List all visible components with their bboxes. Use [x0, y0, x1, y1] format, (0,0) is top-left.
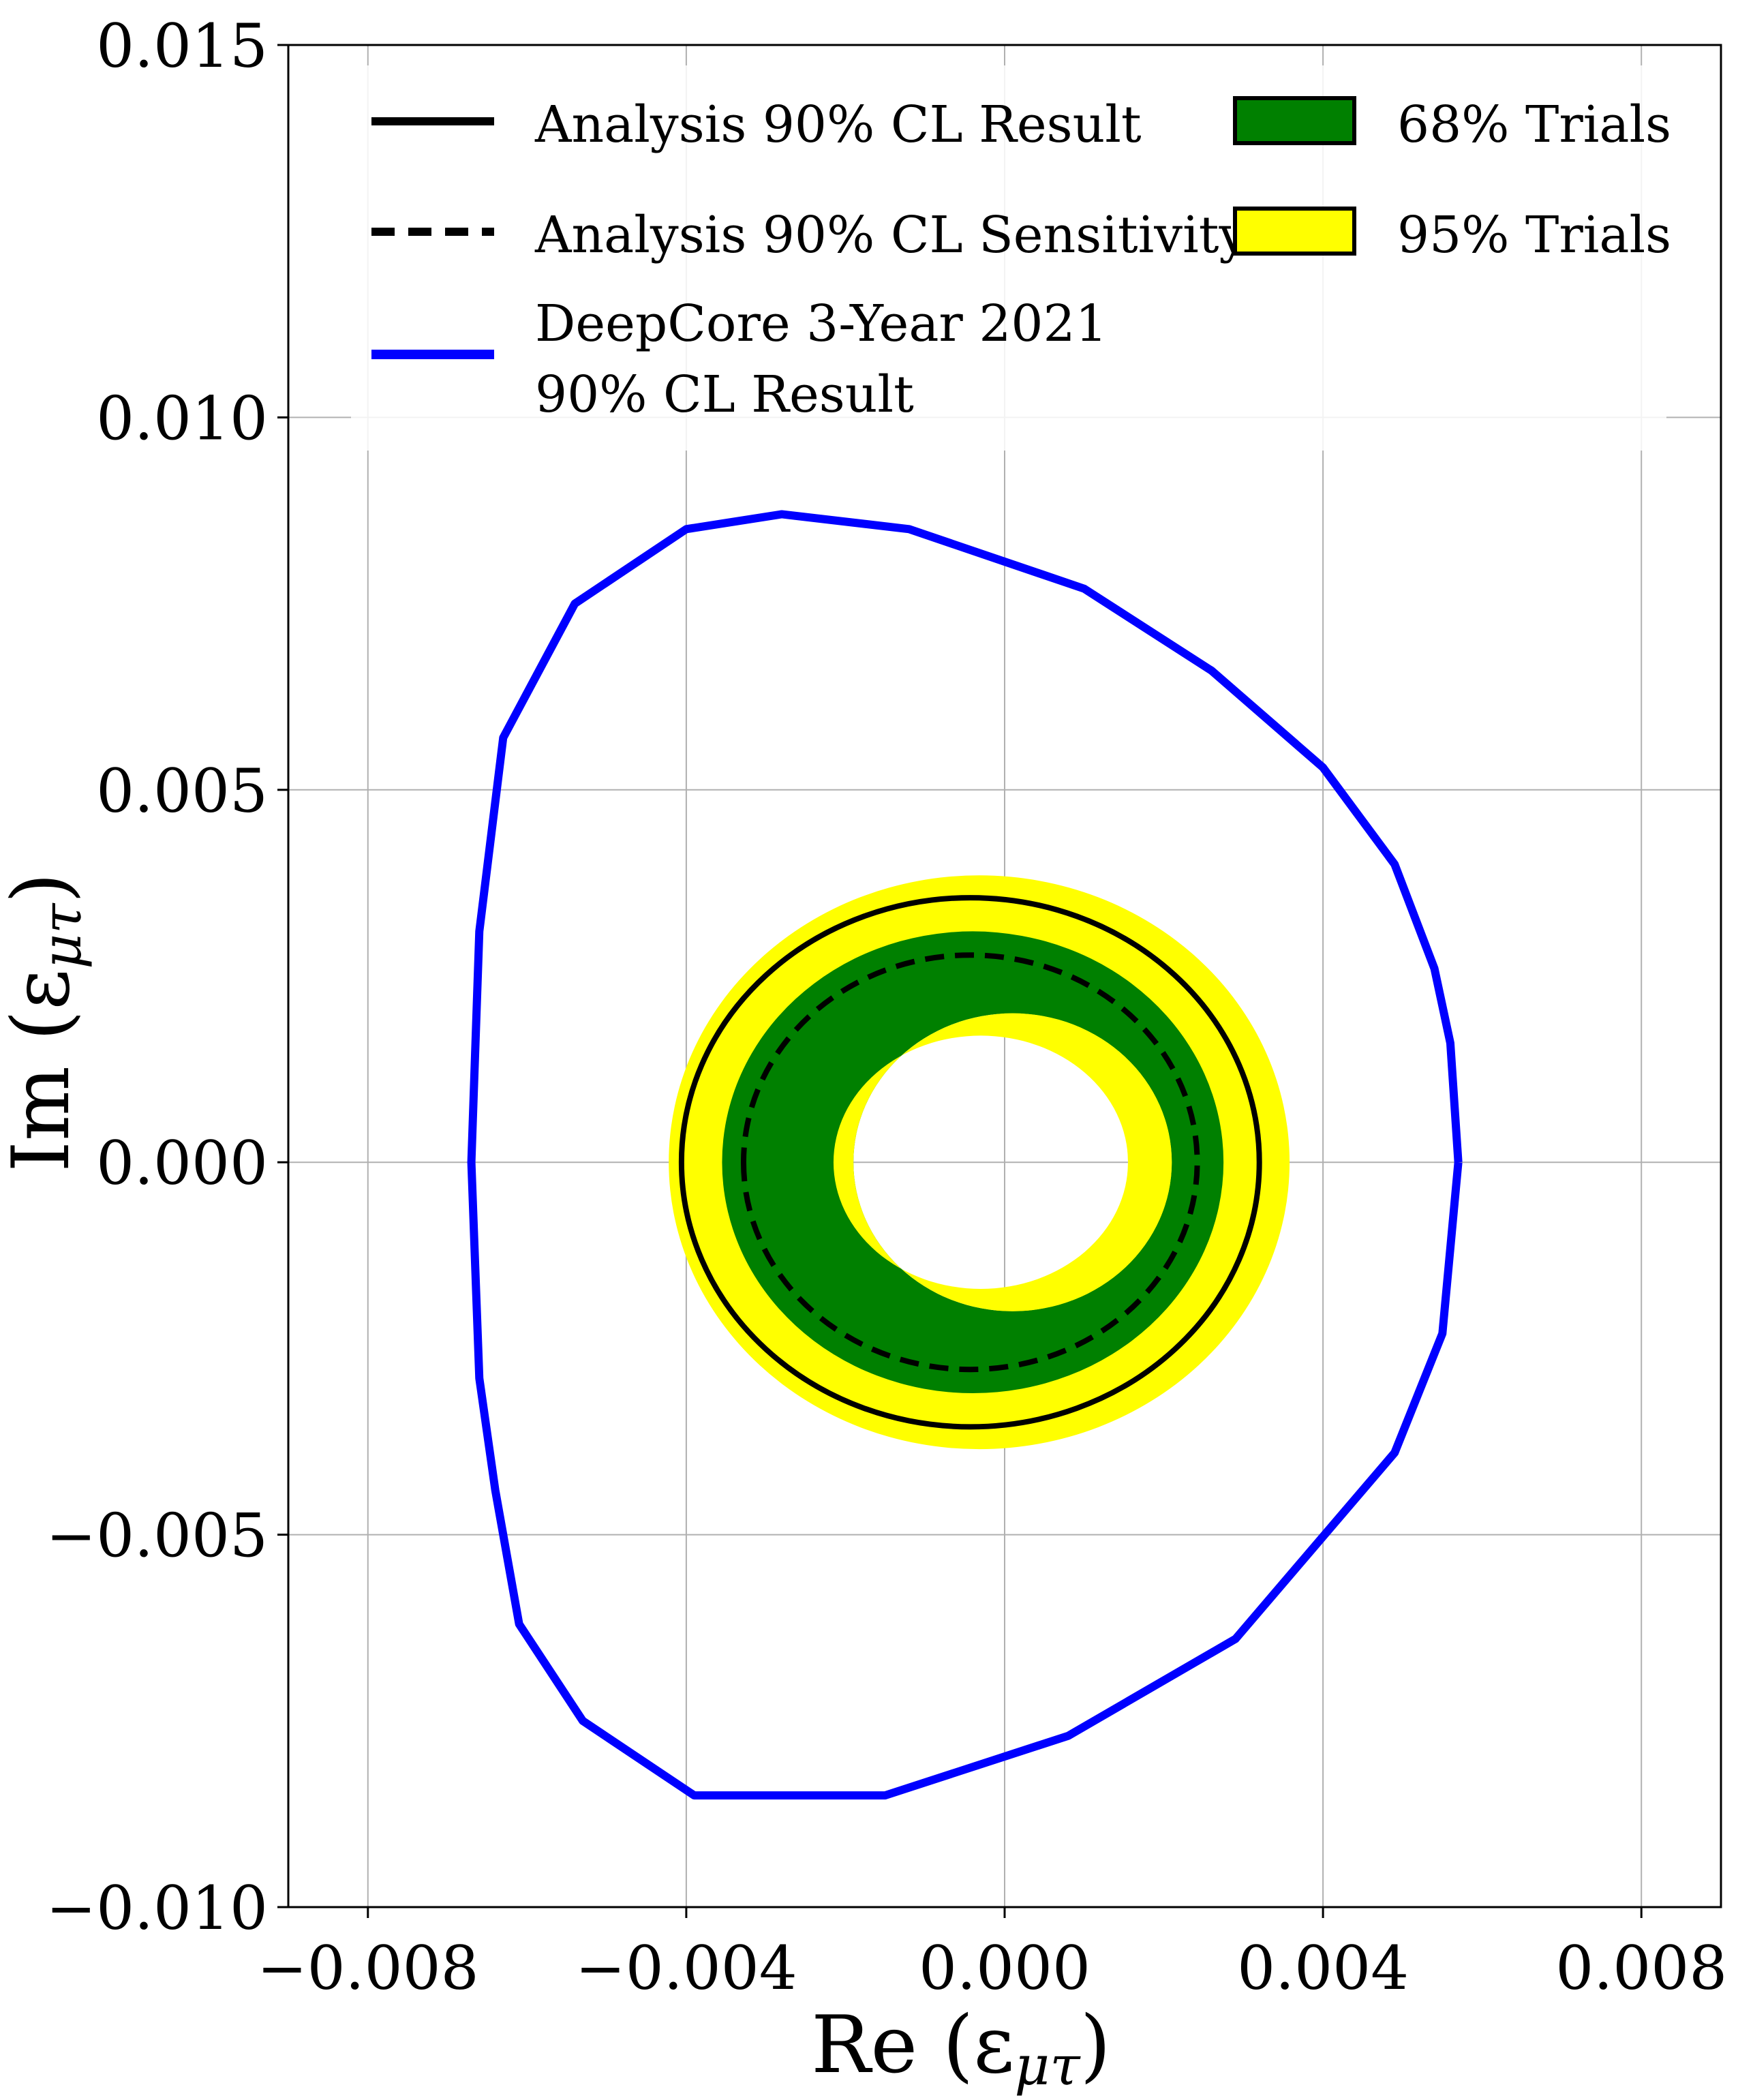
band-68-trials [722, 931, 1224, 1393]
axis-ticks: −0.008 −0.004 0.000 0.004 0.008 −0.010 −0.005 0… [46, 11, 1727, 2003]
x-tick-label: 0.000 [919, 1933, 1091, 2003]
legend-label: 68% Trials [1397, 95, 1671, 154]
legend-label: 95% Trials [1397, 206, 1671, 264]
y-tick-label: −0.010 [46, 1873, 268, 1943]
x-tick-label: 0.004 [1237, 1933, 1409, 2003]
y-tick-label: 0.000 [96, 1128, 268, 1198]
x-tick-label: 0.008 [1555, 1933, 1727, 2003]
y-tick-label: −0.005 [46, 1501, 268, 1571]
y-axis-label: Im (εμτ) [0, 872, 93, 1172]
series-lines [467, 510, 1463, 1800]
y-tick-label: 0.010 [96, 383, 268, 453]
y-tick-label: 0.015 [96, 11, 268, 81]
legend-label: Analysis 90% CL Result [534, 95, 1142, 154]
legend: Analysis 90% CL Result Analysis 90% CL Se… [351, 65, 1671, 451]
x-tick-label: −0.008 [257, 1933, 479, 2003]
legend-label-line2: 90% CL Result [535, 365, 914, 424]
series-analysis-90-cl-sensitivity [740, 952, 1200, 1373]
legend-patch [1233, 96, 1356, 145]
legend-box [351, 65, 1666, 451]
legend-label: Analysis 90% CL Sensitivity [534, 206, 1248, 264]
x-axis-label: Re (εμτ) [811, 1999, 1111, 2097]
y-tick-label: 0.005 [96, 756, 268, 826]
x-tick-label: −0.004 [575, 1933, 797, 2003]
legend-label: DeepCore 3-Year 2021 [535, 294, 1108, 353]
series-analysis-90-cl-result [678, 895, 1262, 1430]
legend-patch [1233, 207, 1356, 256]
series-deepcore-3-year-2021-90-cl-result [467, 510, 1463, 1800]
